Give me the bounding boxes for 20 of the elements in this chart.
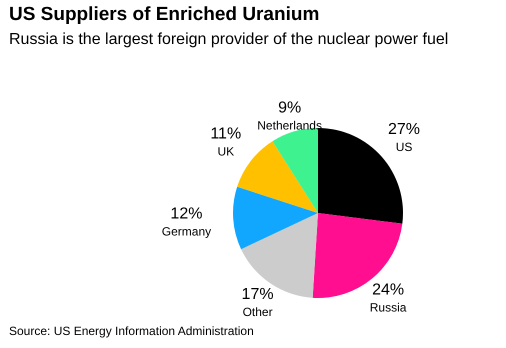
source-note: Source: US Energy Information Administration (9, 324, 254, 338)
pie-slice (237, 141, 318, 213)
data-label: 24% (372, 282, 404, 299)
data-label: 9% (278, 99, 302, 116)
pie-slice (233, 186, 318, 250)
chart-title: US Suppliers of Enriched Uranium (9, 4, 320, 26)
data-label: 12% (170, 205, 202, 222)
slice-label: Other (242, 304, 273, 319)
pie-slice (241, 213, 318, 298)
slice-label: Russia (370, 300, 407, 315)
data-label: 27% (388, 121, 420, 138)
slice-label: Netherlands (257, 118, 322, 132)
data-label: 11% (210, 125, 242, 142)
slice-label: UK (217, 144, 234, 158)
pie-slice (272, 128, 318, 213)
slice-label: Germany (162, 224, 212, 238)
data-label: 17% (242, 286, 274, 303)
chart-subtitle: Russia is the largest foreign provider of the nuclear power fuel (9, 31, 448, 49)
slice-label: US (396, 140, 412, 154)
pie-slice (312, 213, 402, 298)
